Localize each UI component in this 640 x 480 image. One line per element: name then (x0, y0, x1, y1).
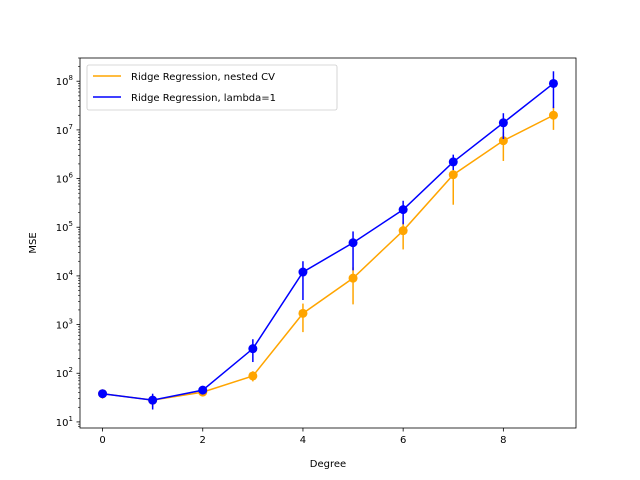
axes-frame (79, 57, 577, 429)
data-point (298, 267, 308, 277)
data-point (348, 273, 358, 283)
y-tick-label: 102 (56, 366, 73, 380)
x-tick-label: 6 (400, 435, 406, 446)
x-tick-label: 0 (99, 435, 105, 446)
y-tick-label: 106 (56, 172, 74, 186)
y-tick-label: 103 (56, 318, 73, 332)
series-1 (98, 71, 558, 410)
y-tick-label: 101 (56, 415, 73, 429)
series-line (102, 114, 554, 401)
data-point (548, 110, 558, 120)
x-axis: 0 2 4 6 8 (99, 428, 507, 446)
y-tick-label: 107 (56, 123, 73, 137)
data-point (398, 226, 408, 236)
series-line (102, 82, 554, 401)
data-point (348, 238, 358, 248)
series-layer (98, 71, 558, 410)
y-axis-title: MSE (28, 232, 39, 253)
data-point (148, 395, 158, 405)
data-point (498, 118, 508, 128)
data-point (248, 371, 258, 381)
data-point (98, 389, 108, 399)
y-tick-label: 108 (56, 74, 73, 88)
data-point (448, 157, 458, 167)
x-tick-label: 4 (300, 435, 306, 446)
y-tick-label: 104 (56, 269, 74, 283)
data-point (548, 78, 558, 88)
data-point (298, 308, 308, 318)
data-point (198, 385, 208, 395)
axes-background (80, 58, 576, 428)
data-point (398, 205, 408, 215)
legend-label-lambda-1: Ridge Regression, lambda=1 (131, 93, 276, 104)
data-point (448, 170, 458, 180)
plot-area (80, 58, 576, 428)
data-point (248, 344, 258, 354)
legend-frame (86, 64, 338, 111)
x-tick-label: 8 (500, 435, 506, 446)
x-axis-title: Degree (310, 459, 346, 470)
data-point (498, 136, 508, 146)
y-tick-label: 105 (56, 220, 73, 234)
x-tick-label: 2 (200, 435, 206, 446)
legend-label-nested-cv: Ridge Regression, nested CV (131, 72, 275, 83)
legend: Ridge Regression, nested CV Ridge Regres… (86, 64, 338, 111)
